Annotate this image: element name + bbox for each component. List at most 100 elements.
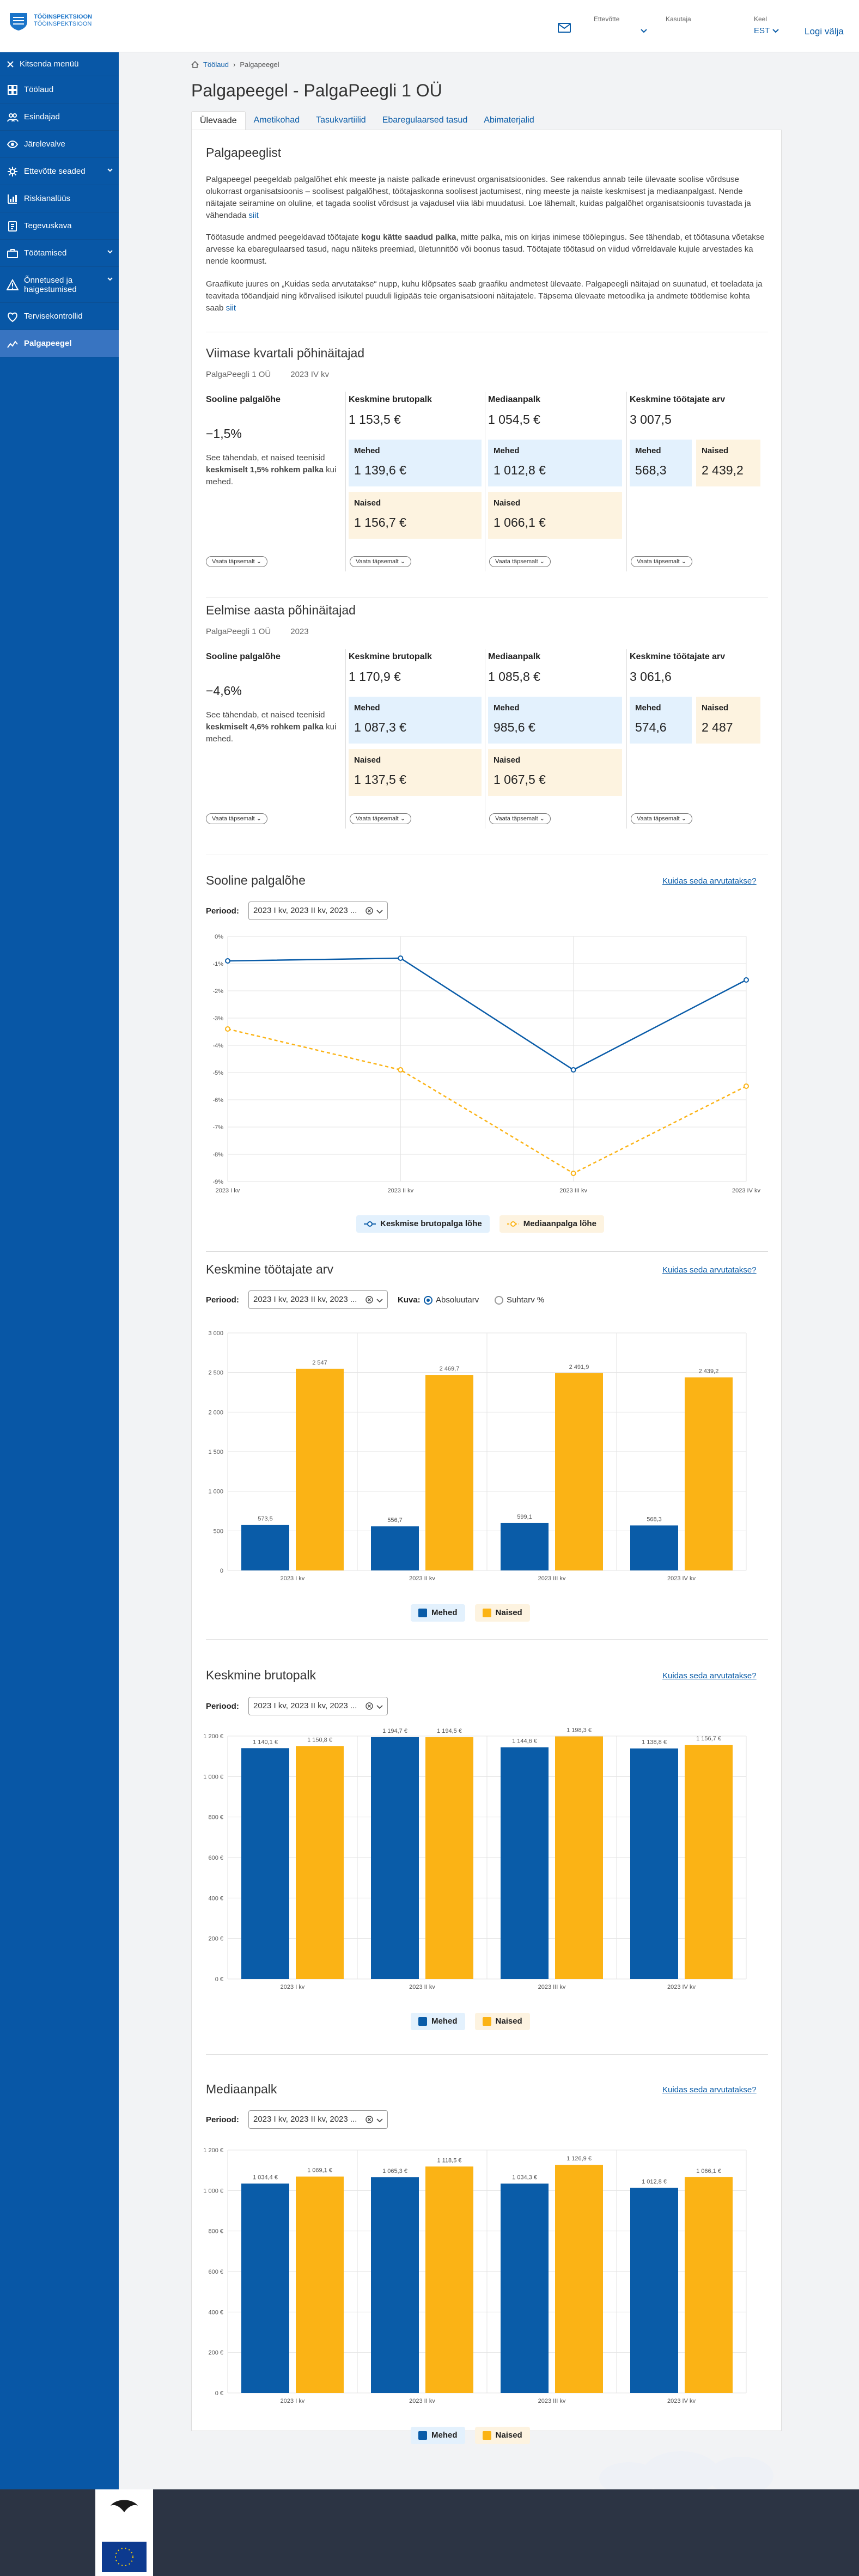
sidebar-item-1[interactable]: Esindajad: [0, 103, 119, 131]
sidebar-item-3[interactable]: Ettevõtte seaded: [0, 158, 119, 185]
view-details-button[interactable]: Vaata täpsemalt ⌄: [489, 813, 551, 824]
sidebar-item-label: Tervisekontrollid: [24, 312, 83, 321]
language-chevron-down-icon[interactable]: [772, 28, 779, 34]
y-tick-label: -5%: [212, 1070, 223, 1076]
median-salary-how-link[interactable]: Kuidas seda arvutatakse?: [662, 2085, 757, 2094]
sidebar-item-8[interactable]: Tervisekontrollid: [0, 303, 119, 330]
headcount-how-link[interactable]: Kuidas seda arvutatakse?: [662, 1265, 757, 1275]
clear-icon[interactable]: [365, 1702, 373, 1710]
page-title: Palgapeegel - PalgaPeegli 1 OÜ: [191, 81, 442, 100]
legend-men[interactable]: Mehed: [411, 2427, 465, 2444]
data-label: 1 194,5 €: [437, 1728, 462, 1734]
view-absolute-radio[interactable]: Absoluutarv: [424, 1295, 479, 1305]
legend-women[interactable]: Naised: [474, 2427, 530, 2444]
x-tick-label: 2023 II kv: [409, 1984, 435, 1990]
avg-salary-period-select[interactable]: 2023 I kv, 2023 II kv, 2023 ...: [248, 1697, 388, 1715]
gender-gap-period-label: Periood:: [206, 906, 239, 916]
headcount-legend: Mehed Naised: [411, 1604, 530, 1622]
legend-line-icon: [364, 1221, 376, 1227]
view-details-button[interactable]: Vaata täpsemalt ⌄: [350, 556, 411, 567]
chevron-down-icon: [107, 277, 113, 281]
data-label: 2 439,2: [699, 1368, 719, 1375]
median-salary-men-box: Mehed 1 012,8 €: [488, 440, 622, 486]
sidebar-item-label: Tegevuskava: [24, 221, 72, 230]
y-tick-label: 0 €: [215, 1976, 223, 1983]
clear-icon[interactable]: [365, 2116, 373, 2123]
data-label: 1 065,3 €: [382, 2168, 407, 2175]
sidebar-item-0[interactable]: Töölaud: [0, 76, 119, 103]
view-details-button[interactable]: Vaata täpsemalt ⌄: [489, 556, 551, 567]
view-details-button[interactable]: Vaata täpsemalt ⌄: [206, 556, 267, 567]
y-tick-label: 800 €: [208, 2228, 223, 2235]
data-label: 1 066,1 €: [696, 2168, 721, 2175]
view-percent-radio[interactable]: Suhtarv %: [495, 1295, 544, 1305]
logo[interactable]: Tööinspektsioon Tööinspektsioon: [8, 10, 92, 32]
legend-median-gap[interactable]: Mediaanpalga lõhe: [499, 1215, 604, 1233]
footer: [0, 2489, 859, 2576]
gender-gap-chart-title: Sooline palgalõhe: [206, 873, 306, 887]
y-tick-label: 1 000 €: [203, 1774, 223, 1780]
sidebar-item-6[interactable]: Töötamised: [0, 240, 119, 267]
clear-icon[interactable]: [365, 1296, 373, 1304]
legend-avg-gap[interactable]: Keskmise brutopalga lõhe: [356, 1215, 490, 1233]
series-line: [227, 1028, 747, 1174]
view-details-button[interactable]: Vaata täpsemalt ⌄: [631, 556, 692, 567]
view-details-button[interactable]: Vaata täpsemalt ⌄: [631, 813, 692, 824]
view-details-button[interactable]: Vaata täpsemalt ⌄: [206, 813, 267, 824]
intro-paragraph-3: Graafikute juures on „Kuidas seda arvuta…: [206, 279, 763, 313]
bar: [501, 2183, 549, 2393]
y-tick-label: 500: [214, 1528, 223, 1534]
legend-women[interactable]: Naised: [474, 1604, 530, 1622]
data-label: 1 150,8 €: [307, 1737, 332, 1743]
median-salary-bar-chart: 0 € 200 € 400 € 600 € 800 € 1 000 € 1 200 € 202…: [203, 2147, 747, 2404]
gender-gap-period-select[interactable]: 2023 I kv, 2023 II kv, 2023 ...: [248, 902, 388, 920]
bar: [241, 1748, 289, 1979]
bar: [371, 1737, 419, 1979]
data-label: 1 069,1 €: [307, 2167, 332, 2174]
chevron-down-icon: [107, 168, 113, 172]
tab-pay-quartiles[interactable]: Tasukvartiilid: [316, 115, 366, 125]
view-details-button[interactable]: Vaata täpsemalt ⌄: [350, 813, 411, 824]
gender-gap-how-link[interactable]: Kuidas seda arvutatakse?: [662, 876, 757, 886]
legend-men[interactable]: Mehed: [411, 1604, 465, 1622]
headcount-period-select[interactable]: 2023 I kv, 2023 II kv, 2023 ...: [248, 1290, 388, 1309]
sidebar-item-2[interactable]: Järelevalve: [0, 131, 119, 158]
logout-link[interactable]: Logi välja: [805, 26, 844, 36]
legend-men[interactable]: Mehed: [411, 2013, 465, 2030]
headcount-men-box: Mehed 568,3: [630, 440, 692, 486]
breadcrumb-home-link[interactable]: Töölaud: [203, 60, 229, 69]
sidebar-item-7[interactable]: Õnnetused ja haigestumised: [0, 267, 119, 303]
bar: [685, 1377, 733, 1570]
collapse-menu-button[interactable]: Kitsenda menüü: [0, 52, 119, 76]
tab-positions[interactable]: Ametikohad: [253, 115, 300, 125]
employer-chevron-down-icon[interactable]: [641, 28, 647, 34]
headcount-column: Keskmine töötajate arv 3 007,5: [630, 395, 766, 427]
avg-salary-men-box: Mehed 1 087,3 €: [349, 697, 482, 744]
tab-irregular-pay[interactable]: Ebaregulaarsed tasud: [382, 115, 468, 125]
intro-read-more-link[interactable]: siit: [248, 211, 259, 220]
language-label: Keel: [754, 15, 767, 23]
gap-value: −1,5%: [206, 427, 242, 441]
mail-icon[interactable]: [558, 23, 571, 33]
median-salary-period-label: Periood:: [206, 2115, 239, 2124]
sidebar-item-4[interactable]: Riskianalüüs: [0, 185, 119, 212]
methodology-link[interactable]: siit: [226, 303, 236, 313]
data-label: 1 138,8 €: [642, 1739, 667, 1746]
language-select[interactable]: EST: [754, 26, 770, 35]
tab-overview[interactable]: Ülevaade: [191, 111, 246, 130]
bar: [371, 2177, 419, 2393]
sidebar-item-5[interactable]: Tegevuskava: [0, 212, 119, 240]
y-tick-label: -3%: [212, 1015, 223, 1022]
legend-women[interactable]: Naised: [474, 2013, 530, 2030]
data-label: 1 034,3 €: [512, 2175, 537, 2181]
users-icon: [7, 113, 19, 121]
avg-salary-how-link[interactable]: Kuidas seda arvutatakse?: [662, 1671, 757, 1680]
data-label: 1 140,1 €: [253, 1739, 278, 1745]
median-salary-period-select[interactable]: 2023 I kv, 2023 II kv, 2023 ...: [248, 2110, 388, 2129]
clear-icon[interactable]: [365, 907, 373, 915]
median-salary-men-box: Mehed 985,6 €: [488, 697, 622, 744]
chevron-down-icon: [107, 250, 113, 254]
sidebar-item-9[interactable]: Palgapeegel: [0, 330, 119, 357]
y-tick-label: 600 €: [208, 2269, 223, 2275]
tab-help-materials[interactable]: Abimaterjalid: [484, 115, 534, 125]
